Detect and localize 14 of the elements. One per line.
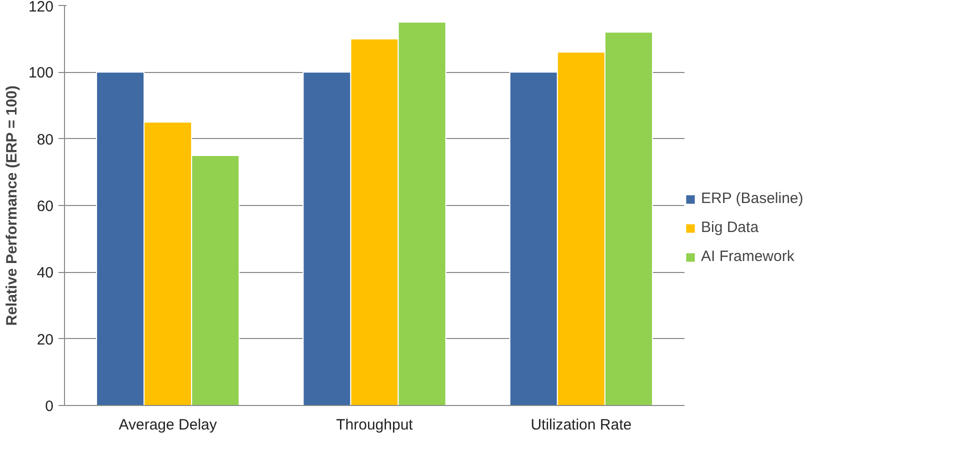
x-tick-label: Throughput xyxy=(336,416,414,434)
y-axis-title: Relative Performance (ERP = 100) xyxy=(3,86,20,326)
y-tick-label: 40 xyxy=(36,264,54,282)
y-tick-label: 20 xyxy=(36,331,54,348)
legend-label: AI Framework xyxy=(701,248,794,265)
y-tick-label: 80 xyxy=(36,131,54,148)
legend-label: Big Data xyxy=(701,219,759,236)
x-tick-label: Average Delay xyxy=(118,416,218,434)
y-tick-label: 120 xyxy=(28,0,54,16)
y-tick-label: 60 xyxy=(36,198,54,215)
legend-label: ERP (Baseline) xyxy=(701,190,804,207)
x-tick-label: Utilization Rate xyxy=(530,416,632,434)
y-tick-label: 0 xyxy=(45,398,54,415)
y-tick-label: 100 xyxy=(28,64,54,82)
